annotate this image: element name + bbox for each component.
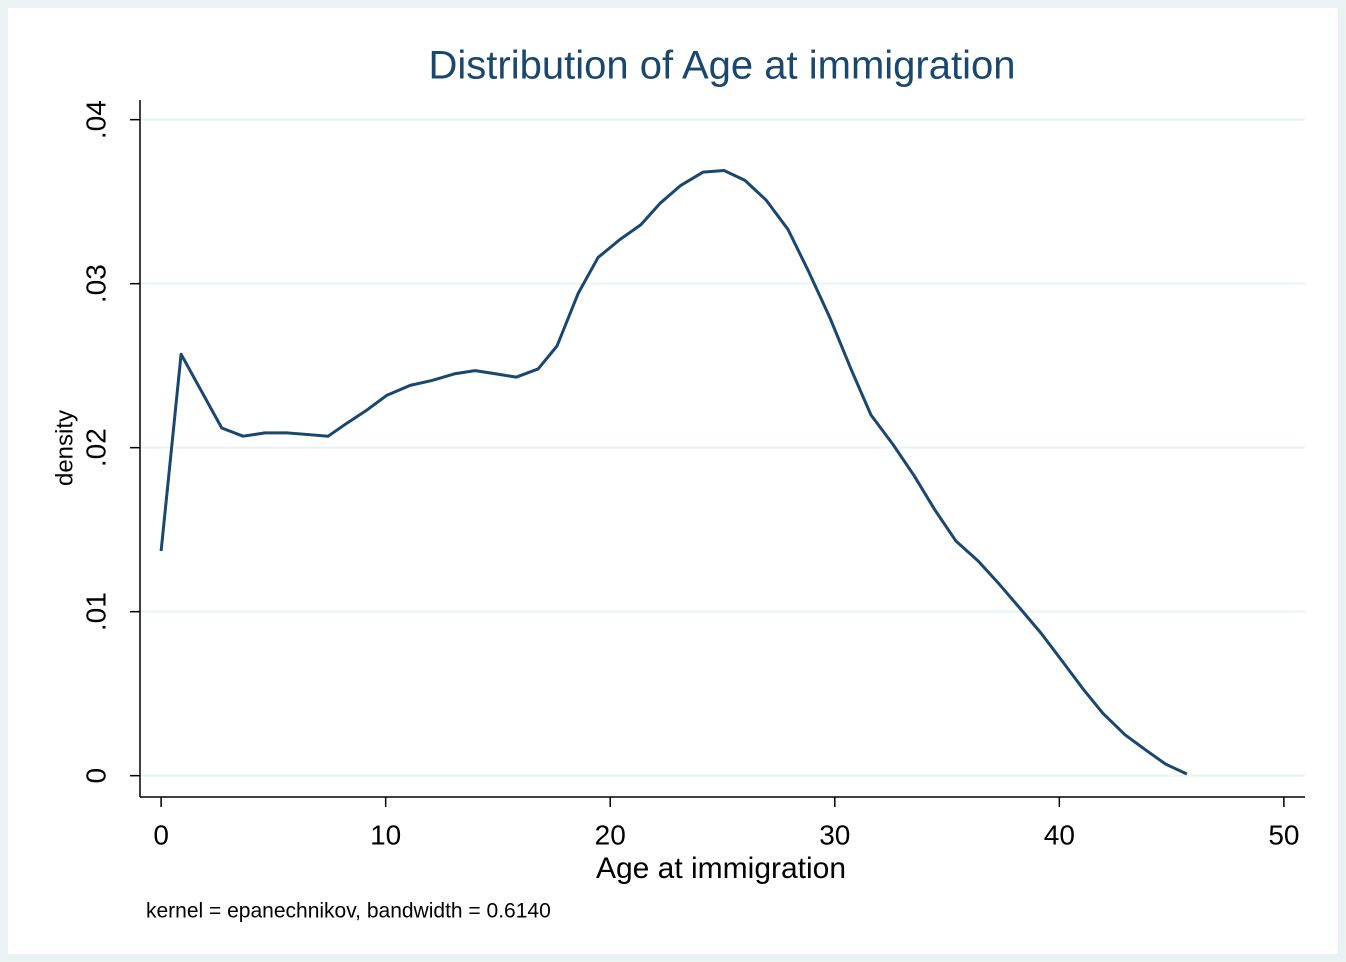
x-axis-title: Age at immigration: [596, 852, 846, 885]
density-line: [159, 169, 1188, 776]
y-tick-label: .03: [80, 264, 111, 303]
y-tick-label: .02: [80, 428, 111, 467]
graph-region: [8, 8, 1338, 954]
chart-title: Distribution of Age at immigration: [429, 44, 1016, 88]
x-tick-label: 10: [370, 819, 401, 850]
y-tick-label: .04: [80, 100, 111, 139]
x-tick-label: 40: [1044, 819, 1075, 850]
y-axis-title: density: [51, 410, 78, 486]
y-tick-label: .01: [80, 592, 111, 631]
x-tick-label: 0: [153, 819, 169, 850]
x-tick-label: 20: [595, 819, 626, 850]
x-tick-label: 50: [1268, 819, 1299, 850]
y-tick-label: 0: [80, 768, 111, 784]
note: kernel = epanechnikov, bandwidth = 0.614…: [146, 900, 551, 923]
x-tick-label: 30: [819, 819, 850, 850]
